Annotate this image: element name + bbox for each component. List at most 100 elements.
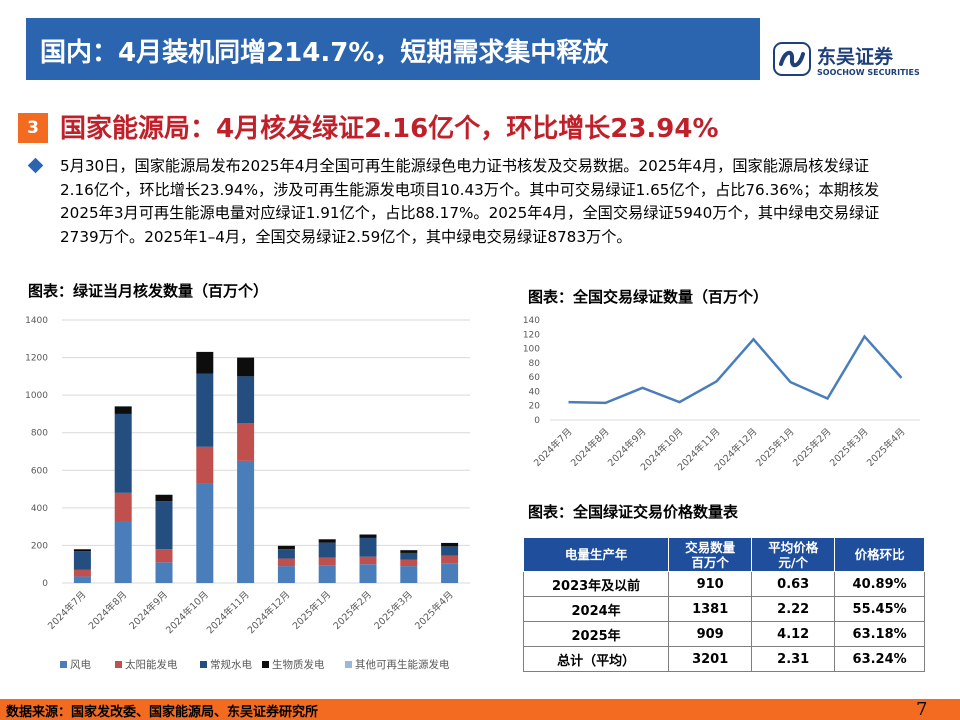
issued-certificates-bar-chart: 02004006008001000120014002024年7月2024年8月2…: [25, 316, 470, 671]
bar-segment: [400, 552, 418, 560]
header-bar: [26, 18, 760, 80]
bar-segment: [359, 564, 377, 583]
table-cell: 2.31: [751, 646, 836, 672]
table-header-cell: 平均价格 元/个: [751, 537, 836, 572]
bar-segment: [277, 545, 295, 550]
y-tick-label: 40: [529, 387, 541, 397]
table-row: 2023年及以前 910 0.63 40.89%: [522, 571, 925, 597]
bar-segment: [73, 549, 91, 552]
bar-segment: [441, 563, 459, 583]
diamond-bullet-icon: [27, 157, 44, 174]
x-tick-label: 2025年2月: [331, 589, 374, 632]
legend-swatch: [115, 661, 122, 668]
page-number: 7: [916, 699, 928, 720]
bar-segment: [400, 559, 418, 567]
y-tick-label: 600: [31, 466, 48, 476]
y-tick-label: 800: [31, 429, 48, 439]
section-title: 国家能源局：4月核发绿证2.16亿个，环比增长23.94%: [60, 114, 719, 144]
y-tick-label: 140: [523, 316, 540, 326]
legend-label: 太阳能发电: [125, 658, 178, 671]
bar-segment: [114, 413, 132, 493]
table-cell: 55.45%: [834, 596, 925, 622]
bar-segment: [359, 537, 377, 557]
table-cell: 总计（平均）: [522, 646, 670, 672]
y-tick-label: 400: [31, 504, 48, 514]
table-row: 2024年 1381 2.22 55.45%: [522, 596, 925, 622]
bar-segment: [277, 549, 295, 559]
bar-segment: [73, 576, 91, 583]
bar-segment: [441, 555, 459, 564]
table-cell: 3201: [668, 646, 753, 672]
table-row: 总计（平均） 3201 2.31 63.24%: [522, 646, 925, 672]
x-tick-label: 2025年3月: [372, 589, 415, 632]
table-cell: 2023年及以前: [522, 571, 670, 597]
legend-label: 生物质发电: [272, 658, 325, 671]
x-tick-label: 2025年1月: [290, 589, 333, 632]
bar-segment: [277, 558, 295, 567]
legend-label: 风电: [70, 658, 91, 671]
price-volume-table: 电量生产年 交易数量 百万个 平均价格 元/个 价格环比 2023年及以前 910 …: [522, 537, 925, 672]
legend-swatch: [60, 661, 67, 668]
y-tick-label: 1200: [25, 354, 48, 364]
figure2-title: 图表：全国交易绿证数量（百万个）: [528, 288, 769, 306]
x-tick-label: 2025年4月: [412, 589, 455, 632]
bar-segment: [237, 460, 255, 583]
table-cell: 909: [668, 621, 753, 647]
y-tick-label: 80: [529, 359, 541, 369]
table-cell: 2.22: [751, 596, 836, 622]
logo-text-cn: 东吴证券: [817, 46, 894, 68]
x-tick-label: 2024年12月: [245, 589, 293, 637]
bar-segment: [400, 550, 418, 553]
section-number: 3: [18, 113, 48, 143]
data-source: 数据来源：国家发改委、国家能源局、东吴证券研究所: [6, 705, 319, 720]
summary-paragraph: 5月30日，国家能源局发布2025年4月全国可再生能源绿色电力证书核发及交易数据…: [60, 157, 880, 246]
table-cell: 2024年: [522, 596, 670, 622]
x-tick-label: 2024年11月: [204, 589, 252, 637]
bar-segment: [73, 551, 91, 570]
bar-segment: [196, 446, 214, 484]
table-cell: 63.24%: [834, 646, 925, 672]
x-tick-label: 2024年10月: [163, 589, 211, 637]
bar-segment: [318, 565, 336, 583]
x-tick-label: 2024年8月: [86, 589, 129, 632]
bar-segment: [318, 539, 336, 543]
y-tick-label: 200: [31, 541, 48, 551]
figure1-title: 图表：绿证当月核发数量（百万个）: [28, 282, 269, 300]
bar-segment: [114, 406, 132, 414]
bar-segment: [237, 376, 255, 424]
y-tick-label: 1000: [25, 391, 48, 401]
x-tick-label: 2025年1月: [753, 426, 796, 469]
x-tick-label: 2024年9月: [127, 589, 170, 632]
bar-segment: [155, 501, 173, 550]
table-cell: 4.12: [751, 621, 836, 647]
company-logo: 东吴证券 SOOCHOW SECURITIES: [773, 40, 953, 80]
bar-segment: [277, 566, 295, 583]
bar-segment: [155, 562, 173, 583]
table-cell: 0.63: [751, 571, 836, 597]
footer-bar: [0, 699, 960, 720]
figure3-title: 图表：全国绿证交易价格数量表: [528, 503, 739, 521]
table-cell: 63.18%: [834, 621, 925, 647]
x-tick-label: 2025年2月: [790, 426, 833, 469]
bar-segment: [155, 549, 173, 563]
y-tick-label: 1400: [25, 316, 48, 326]
bar-segment: [400, 566, 418, 583]
y-tick-label: 60: [529, 373, 541, 383]
series-line: [568, 334, 903, 405]
logo-text-en: SOOCHOW SECURITIES: [817, 68, 920, 77]
legend-label: 其他可再生能源发电: [355, 658, 450, 671]
table-cell: 2025年: [522, 621, 670, 647]
x-tick-label: 2025年3月: [827, 426, 870, 469]
bar-segment: [196, 483, 214, 583]
y-tick-label: 100: [523, 345, 540, 355]
bar-segment: [114, 521, 132, 583]
logo-mark-icon: [773, 42, 811, 76]
table-header-cell: 电量生产年: [522, 537, 670, 572]
bar-segment: [318, 542, 336, 558]
y-tick-label: 0: [42, 579, 48, 589]
bar-segment: [359, 556, 377, 565]
traded-certificates-line-chart: 0204060801001201402024年7月2024年8月2024年9月2…: [523, 316, 920, 473]
y-tick-label: 20: [529, 402, 541, 412]
bar-segment: [196, 373, 214, 447]
bar-segment: [237, 357, 255, 377]
